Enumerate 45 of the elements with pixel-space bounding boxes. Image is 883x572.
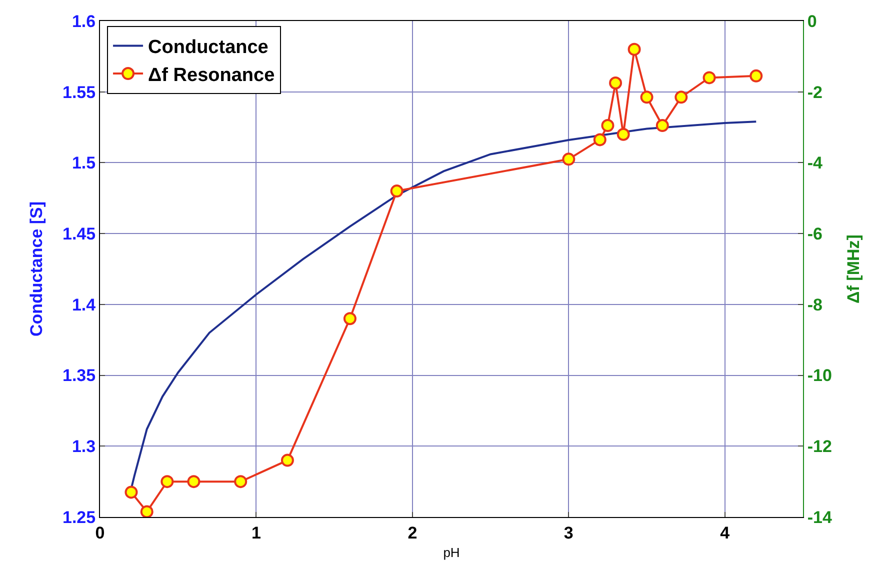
point bbox=[234, 475, 248, 488]
y2-tick-label: -6 bbox=[807, 224, 823, 244]
point bbox=[390, 184, 404, 198]
y-tick-label: 1.5 bbox=[72, 154, 96, 173]
point bbox=[187, 475, 200, 488]
x-axis-title: pH bbox=[443, 545, 460, 560]
y-axis-title: Conductance [S] bbox=[27, 201, 46, 337]
point bbox=[280, 454, 294, 467]
y2-tick-label: -12 bbox=[807, 437, 832, 456]
point bbox=[640, 90, 654, 104]
y2-tick-label: 0 bbox=[807, 12, 817, 31]
point bbox=[616, 128, 630, 141]
y-tick-label: 1.3 bbox=[72, 437, 96, 456]
point bbox=[702, 71, 716, 84]
point bbox=[656, 119, 669, 132]
y2-tick-label: -14 bbox=[807, 508, 833, 527]
x-tick-label: 4 bbox=[720, 523, 730, 542]
y-tick-label: 1.25 bbox=[62, 508, 96, 527]
point bbox=[609, 76, 622, 90]
point bbox=[674, 90, 688, 104]
point bbox=[160, 475, 174, 488]
y2-tick-label: -10 bbox=[807, 366, 832, 386]
legend-label: Conductance bbox=[148, 37, 268, 58]
point bbox=[593, 133, 606, 146]
point bbox=[750, 69, 763, 82]
point bbox=[562, 152, 576, 166]
y-tick-label: 1.35 bbox=[62, 366, 96, 386]
x-tick-label: 0 bbox=[95, 523, 105, 542]
y2-tick-label: -8 bbox=[807, 295, 823, 314]
y-tick-label: 1.55 bbox=[62, 82, 96, 102]
point bbox=[124, 486, 138, 499]
point bbox=[628, 42, 641, 56]
x-tick-label: 3 bbox=[564, 523, 574, 542]
y-tick-label: 1.45 bbox=[62, 224, 96, 244]
y-tick-label: 1.4 bbox=[72, 295, 96, 314]
y2-tick-label: -2 bbox=[807, 82, 823, 102]
x-tick-label: 2 bbox=[408, 523, 418, 542]
legend-label: Δf Resonance bbox=[148, 64, 275, 86]
x-tick-label: 1 bbox=[251, 523, 261, 542]
y-tick-label: 1.6 bbox=[72, 12, 96, 31]
y2-axis-title: Δf [MHz] bbox=[844, 234, 863, 304]
y2-tick-label: -4 bbox=[807, 154, 824, 173]
point bbox=[140, 505, 154, 517]
point bbox=[343, 312, 356, 326]
point bbox=[601, 119, 614, 132]
